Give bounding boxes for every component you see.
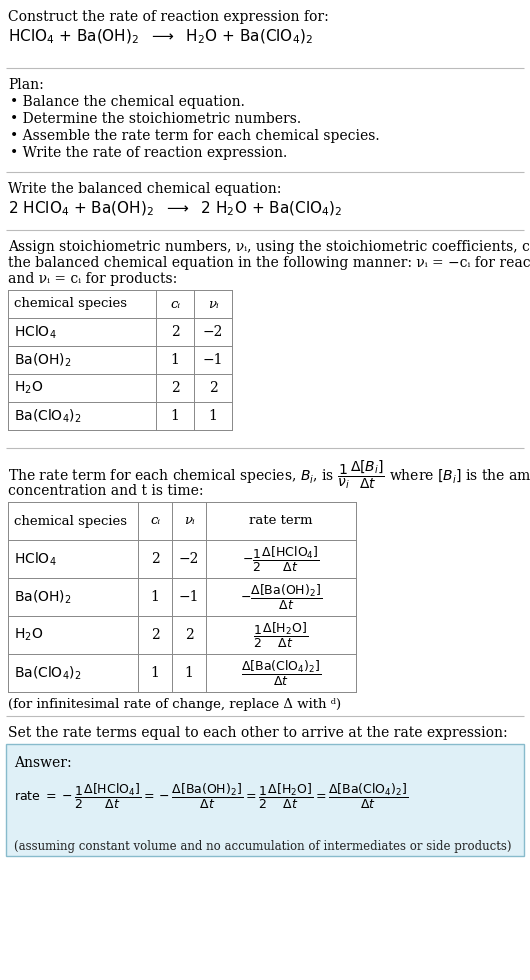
Text: 1: 1: [171, 353, 180, 367]
Text: 2: 2: [209, 381, 217, 395]
Text: the balanced chemical equation in the following manner: νᵢ = −cᵢ for reactants: the balanced chemical equation in the fo…: [8, 256, 530, 270]
Text: $-\dfrac{1}{2}\dfrac{\Delta[\mathregular{HClO_4}]}{\Delta t}$: $-\dfrac{1}{2}\dfrac{\Delta[\mathregular…: [242, 545, 320, 573]
Text: $\mathregular{HClO_4}$ $+$ $\mathregular{Ba(OH)_2}$  $\longrightarrow$  $\mathre: $\mathregular{HClO_4}$ $+$ $\mathregular…: [8, 28, 313, 46]
Text: −1: −1: [179, 590, 199, 604]
Text: 2: 2: [171, 325, 179, 339]
Text: • Determine the stoichiometric numbers.: • Determine the stoichiometric numbers.: [10, 112, 301, 126]
Text: $\mathregular{HClO_4}$: $\mathregular{HClO_4}$: [14, 551, 57, 567]
Text: (for infinitesimal rate of change, replace Δ with ᵈ): (for infinitesimal rate of change, repla…: [8, 698, 341, 711]
Text: −2: −2: [203, 325, 223, 339]
Text: Construct the rate of reaction expression for:: Construct the rate of reaction expressio…: [8, 10, 329, 24]
Text: 1: 1: [184, 666, 193, 680]
Text: (assuming constant volume and no accumulation of intermediates or side products): (assuming constant volume and no accumul…: [14, 840, 511, 853]
Text: chemical species: chemical species: [14, 514, 127, 527]
Text: rate $= -\dfrac{1}{2}\dfrac{\Delta[\mathregular{HClO_4}]}{\Delta t} = -\dfrac{\D: rate $= -\dfrac{1}{2}\dfrac{\Delta[\math…: [14, 781, 409, 810]
Text: 2: 2: [171, 381, 179, 395]
Text: 1: 1: [171, 409, 180, 423]
Text: $\mathregular{Ba(OH)_2}$: $\mathregular{Ba(OH)_2}$: [14, 588, 72, 606]
Text: $\mathregular{H_2O}$: $\mathregular{H_2O}$: [14, 627, 43, 643]
Text: −2: −2: [179, 552, 199, 566]
Text: −1: −1: [203, 353, 223, 367]
Text: • Assemble the rate term for each chemical species.: • Assemble the rate term for each chemic…: [10, 129, 379, 143]
Text: Plan:: Plan:: [8, 78, 44, 92]
Text: νᵢ: νᵢ: [208, 298, 218, 311]
Text: 1: 1: [209, 409, 217, 423]
Text: $-\dfrac{\Delta[\mathregular{Ba(OH)_2}]}{\Delta t}$: $-\dfrac{\Delta[\mathregular{Ba(OH)_2}]}…: [240, 582, 322, 612]
Text: $\mathregular{H_2O}$: $\mathregular{H_2O}$: [14, 380, 43, 396]
Text: $\mathregular{Ba(ClO_4)_2}$: $\mathregular{Ba(ClO_4)_2}$: [14, 408, 82, 424]
Text: 1: 1: [151, 666, 160, 680]
Text: • Write the rate of reaction expression.: • Write the rate of reaction expression.: [10, 146, 287, 160]
Text: $\mathregular{Ba(OH)_2}$: $\mathregular{Ba(OH)_2}$: [14, 351, 72, 368]
Text: Answer:: Answer:: [14, 756, 72, 770]
Text: 1: 1: [151, 590, 160, 604]
Text: 2: 2: [151, 628, 160, 642]
Text: rate term: rate term: [249, 514, 313, 527]
Text: $2\ \mathregular{HClO_4}$ $+$ $\mathregular{Ba(OH)_2}$  $\longrightarrow$  $2\ \: $2\ \mathregular{HClO_4}$ $+$ $\mathregu…: [8, 200, 342, 219]
Text: concentration and t is time:: concentration and t is time:: [8, 484, 204, 498]
Text: $\mathregular{HClO_4}$: $\mathregular{HClO_4}$: [14, 323, 57, 341]
Text: cᵢ: cᵢ: [150, 514, 160, 527]
Text: $\mathregular{Ba(ClO_4)_2}$: $\mathregular{Ba(ClO_4)_2}$: [14, 664, 82, 682]
Text: $\dfrac{1}{2}\dfrac{\Delta[\mathregular{H_2O}]}{\Delta t}$: $\dfrac{1}{2}\dfrac{\Delta[\mathregular{…: [253, 620, 308, 650]
Text: Assign stoichiometric numbers, νᵢ, using the stoichiometric coefficients, cᵢ, fr: Assign stoichiometric numbers, νᵢ, using…: [8, 240, 530, 254]
Text: Set the rate terms equal to each other to arrive at the rate expression:: Set the rate terms equal to each other t…: [8, 726, 508, 740]
Text: chemical species: chemical species: [14, 298, 127, 311]
Text: $\dfrac{\Delta[\mathregular{Ba(ClO_4)_2}]}{\Delta t}$: $\dfrac{\Delta[\mathregular{Ba(ClO_4)_2}…: [241, 659, 321, 688]
Text: The rate term for each chemical species, $B_i$, is $\dfrac{1}{\nu_i}\dfrac{\Delt: The rate term for each chemical species,…: [8, 458, 530, 491]
Text: • Balance the chemical equation.: • Balance the chemical equation.: [10, 95, 245, 109]
FancyBboxPatch shape: [6, 744, 524, 856]
Text: νᵢ: νᵢ: [184, 514, 195, 527]
Text: and νᵢ = cᵢ for products:: and νᵢ = cᵢ for products:: [8, 272, 177, 286]
Text: 2: 2: [151, 552, 160, 566]
Text: Write the balanced chemical equation:: Write the balanced chemical equation:: [8, 182, 281, 196]
Text: 2: 2: [184, 628, 193, 642]
Text: cᵢ: cᵢ: [170, 298, 180, 311]
